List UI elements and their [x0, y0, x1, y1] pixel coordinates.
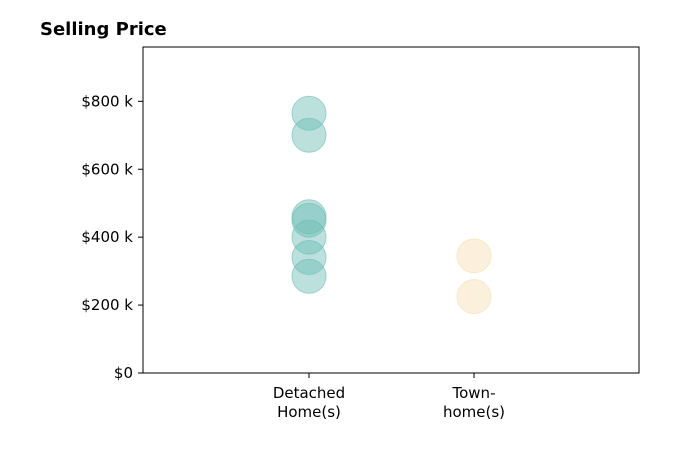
- plot-area: $0 $200 k $400 k $600 k $800 k Detached Home(s…: [81, 46, 640, 421]
- y-tick-label: $800 k: [81, 92, 133, 110]
- data-point: [291, 95, 327, 131]
- x-tick-label: Town-home(s): [443, 384, 505, 421]
- y-tick-label: $200 k: [81, 296, 133, 314]
- data-point: [291, 117, 327, 153]
- y-tick-label: $400 k: [81, 228, 133, 246]
- data-point: [291, 258, 327, 294]
- data-point: [456, 279, 492, 315]
- y-tick-label: $600 k: [81, 160, 133, 178]
- x-tick-label: Detached Home(s): [273, 384, 345, 421]
- plot-frame: [142, 46, 640, 374]
- data-point: [456, 238, 492, 274]
- chart-title: Selling Price: [40, 19, 167, 40]
- y-tick-label: $0: [114, 364, 133, 382]
- data-point: [291, 219, 327, 255]
- data-point: [291, 240, 327, 276]
